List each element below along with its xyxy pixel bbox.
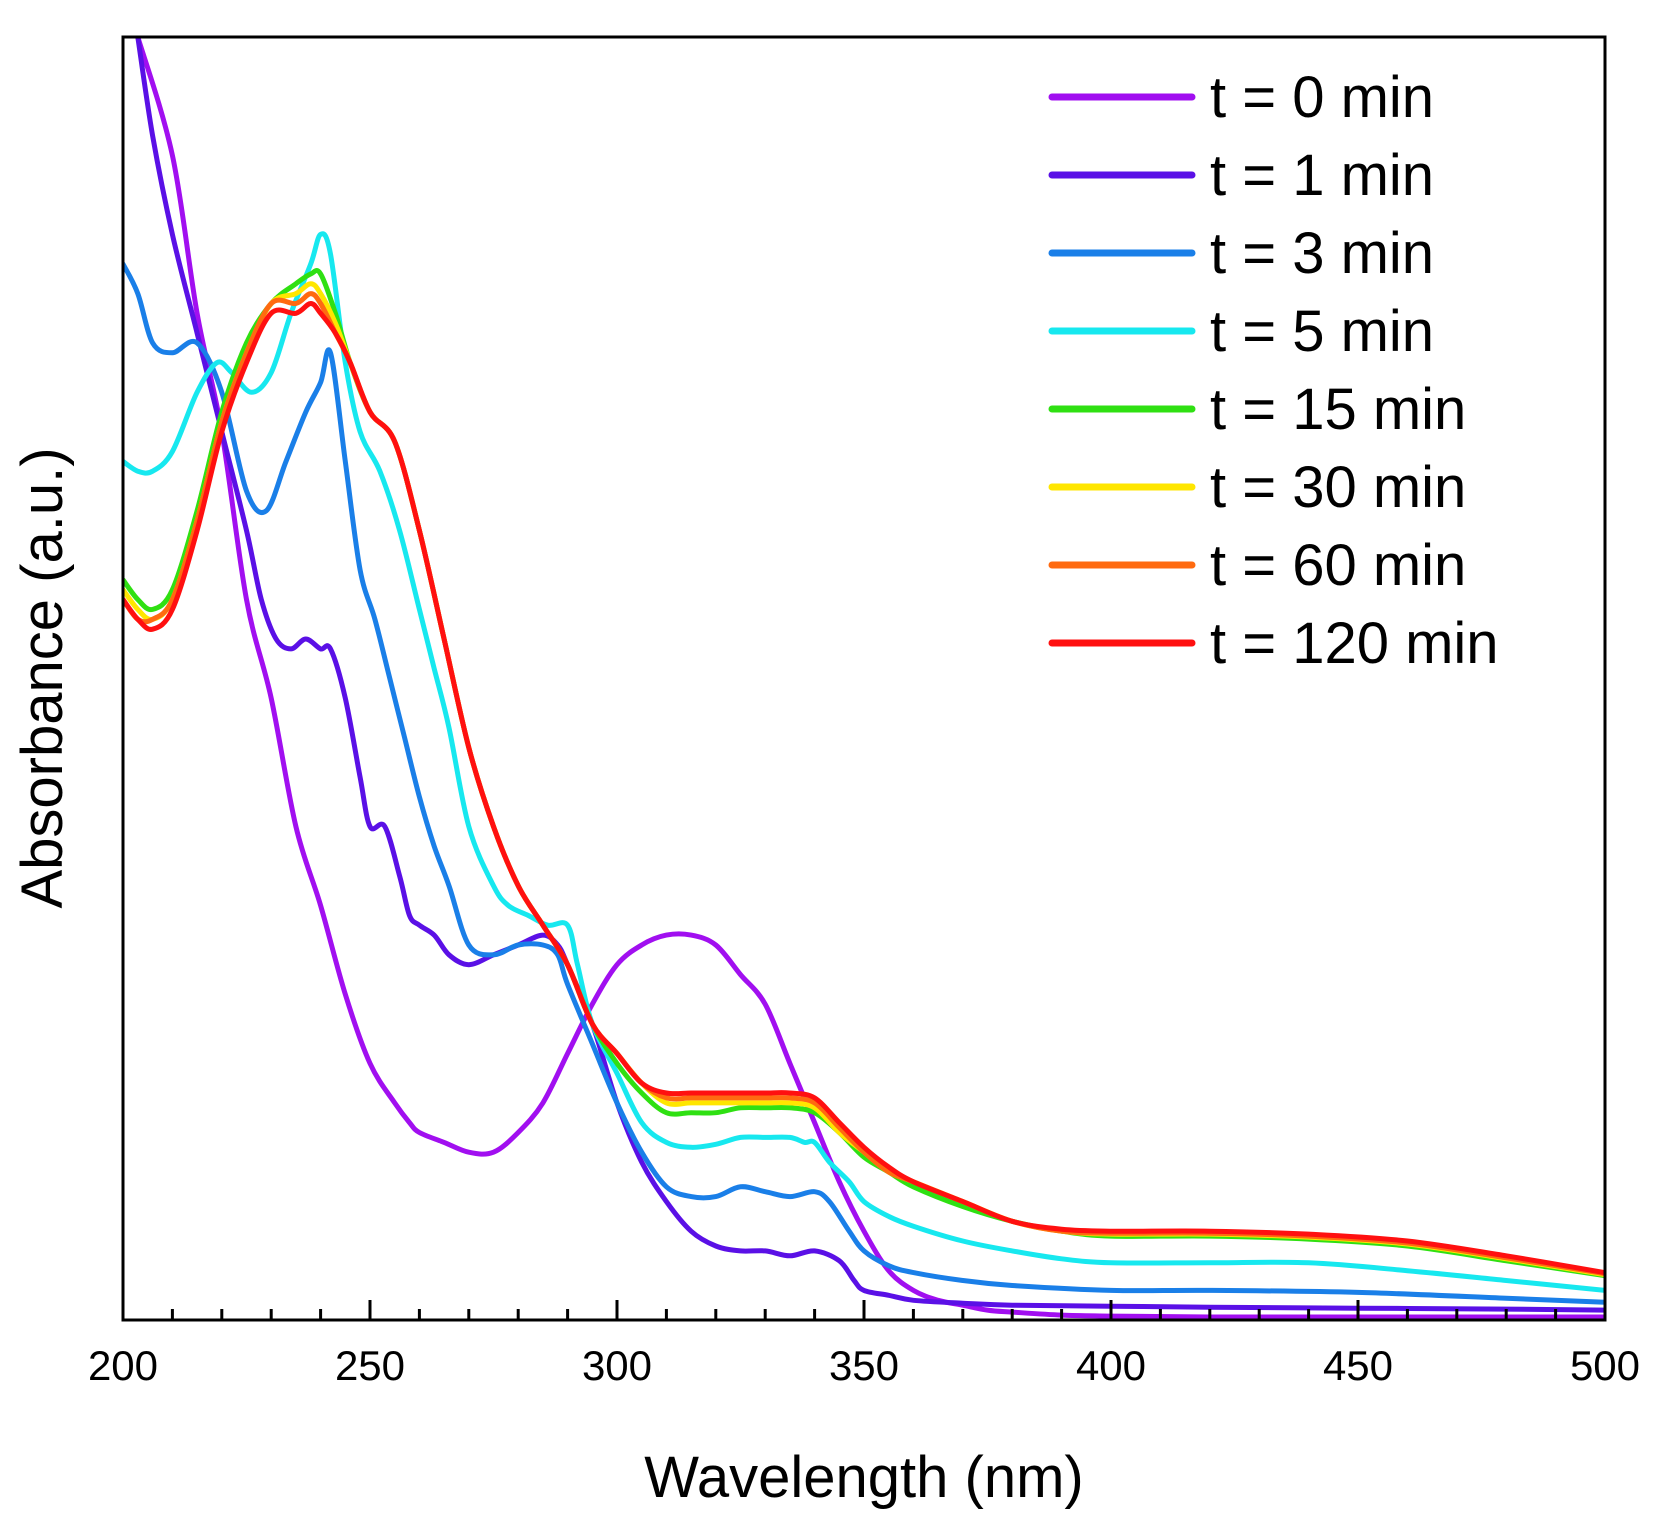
x-tick-label: 400 bbox=[1076, 1342, 1146, 1389]
x-tick-label: 450 bbox=[1323, 1342, 1393, 1389]
x-tick-label: 500 bbox=[1570, 1342, 1640, 1389]
x-tick-label: 250 bbox=[335, 1342, 405, 1389]
series-line-0 bbox=[135, 37, 1605, 1320]
legend-label: t = 15 min bbox=[1210, 377, 1466, 442]
legend-label: t = 30 min bbox=[1210, 455, 1466, 520]
legend-label: t = 3 min bbox=[1210, 221, 1434, 286]
legend-label: t = 5 min bbox=[1210, 299, 1434, 364]
x-axis-ticks: 200 250 300 350 400 450 500 bbox=[88, 1300, 1640, 1389]
series-line-1 bbox=[135, 37, 1605, 1313]
legend-label: t = 120 min bbox=[1210, 611, 1499, 676]
x-tick-label: 300 bbox=[582, 1342, 652, 1389]
legend: t = 0 min t = 1 min t = 3 min t = 5 min t = … bbox=[1048, 65, 1499, 676]
series-line-2 bbox=[123, 261, 1605, 1305]
series-line-3 bbox=[123, 231, 1605, 1293]
series-layer bbox=[123, 37, 1605, 1320]
series-line-7 bbox=[123, 301, 1605, 1276]
legend-label: t = 60 min bbox=[1210, 533, 1466, 598]
y-axis-title: Absorbance (a.u.) bbox=[10, 447, 75, 908]
x-tick-label: 350 bbox=[829, 1342, 899, 1389]
legend-label: t = 1 min bbox=[1210, 143, 1434, 208]
legend-label: t = 0 min bbox=[1210, 65, 1434, 130]
x-axis-title: Wavelength (nm) bbox=[644, 1445, 1083, 1510]
x-tick-label: 200 bbox=[88, 1342, 158, 1389]
